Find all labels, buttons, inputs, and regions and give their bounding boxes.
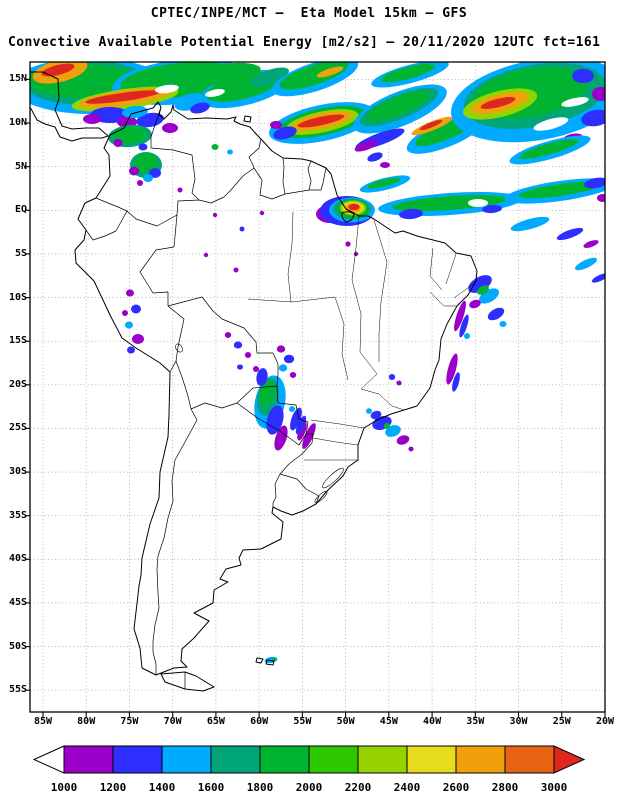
map-canvas [25,61,606,717]
lat-tick-label: 15N [8,73,27,85]
axis-tick-marks [25,78,606,717]
chart-subtitle: Convective Available Potential Energy [m… [8,35,601,50]
lon-tick-label: 45W [379,716,398,727]
lat-tick-label: 15S [8,335,27,347]
lon-tick-label: 65W [206,716,225,727]
colorbar-tick-label: 2800 [492,781,519,794]
colorbar-segment [357,745,408,774]
colorbar-tick-label: 2400 [394,781,421,794]
lat-tick-label: 40S [8,553,27,565]
lat-tick-label: 20S [8,378,27,390]
colorbar-tick-label: 1200 [100,781,127,794]
lat-tick-label: 10N [8,117,27,129]
lat-tick-label: 25S [8,422,27,434]
brazil-state-borders [247,211,477,461]
colorbar-above-max-arrow [553,745,586,774]
lon-tick-label: 60W [250,716,269,727]
colorbar-segment [406,745,457,774]
lagoa-dos-patos [322,467,344,489]
colorbar-segment [63,745,114,774]
map-frame [29,61,606,713]
lon-tick-label: 40W [423,716,442,727]
lat-tick-label: 50S [8,640,27,652]
lat-tick-label: 35S [8,509,27,521]
island-tierra-del-fuego [160,671,215,692]
colorbar-tick-label: 1600 [198,781,225,794]
colorbar-tick-label: 3000 [541,781,568,794]
colorbar-tick-label: 2600 [443,781,470,794]
lat-tick-label: 45S [8,596,27,608]
lagoa-mirim [314,490,328,504]
colorbar-segment [504,745,555,774]
coastlines-and-borders [30,71,478,692]
lon-tick-label: 35W [466,716,485,727]
falkland-islands [255,657,275,666]
colorbar-tick-label: 2200 [345,781,372,794]
lon-tick-label: 20W [595,716,615,727]
coastline-central-america [30,71,109,142]
island-marajo [341,211,355,223]
lake-titicaca [175,343,183,353]
colorbar-tick-label: 1800 [247,781,274,794]
lon-tick-label: 80W [77,716,96,727]
coastline-south-america [74,101,478,676]
colorbar: 1000 1200 1400 1600 1800 2000 2200 2400 2600 2800… [32,745,586,794]
lon-tick-label: 25W [552,716,571,727]
colorbar-below-min-arrow [32,745,65,774]
lat-tick-label: 5N [14,160,27,172]
colorbar-segment [112,745,163,774]
country-borders [85,106,327,689]
colorbar-segment [259,745,310,774]
lon-tick-label: 70W [163,716,182,727]
lon-tick-label: 75W [120,716,139,727]
lon-tick-label: 30W [509,716,528,727]
colorbar-tick-label: 1000 [51,781,78,794]
grid-lines [30,62,605,712]
lon-tick-label: 85W [33,716,52,727]
lat-tick-label: 30S [8,466,27,478]
lat-tick-label: 10S [8,291,27,303]
island-trinidad [243,115,252,123]
lon-tick-label: 50W [336,716,355,727]
lat-tick-label: 5S [14,247,27,259]
colorbar-tick-label: 2000 [296,781,323,794]
cape-field [30,62,605,664]
lat-tick-label: EQ [14,204,27,216]
colorbar-segment [161,745,212,774]
colorbar-segment [308,745,359,774]
colorbar-segment [210,745,261,774]
lon-tick-label: 55W [293,716,312,727]
colorbar-segment [455,745,506,774]
chart-title: CPTEC/INPE/MCT – Eta Model 15km – GFS [150,6,468,21]
colorbar-tick-label: 1400 [149,781,176,794]
lat-tick-label: 55S [8,684,27,696]
